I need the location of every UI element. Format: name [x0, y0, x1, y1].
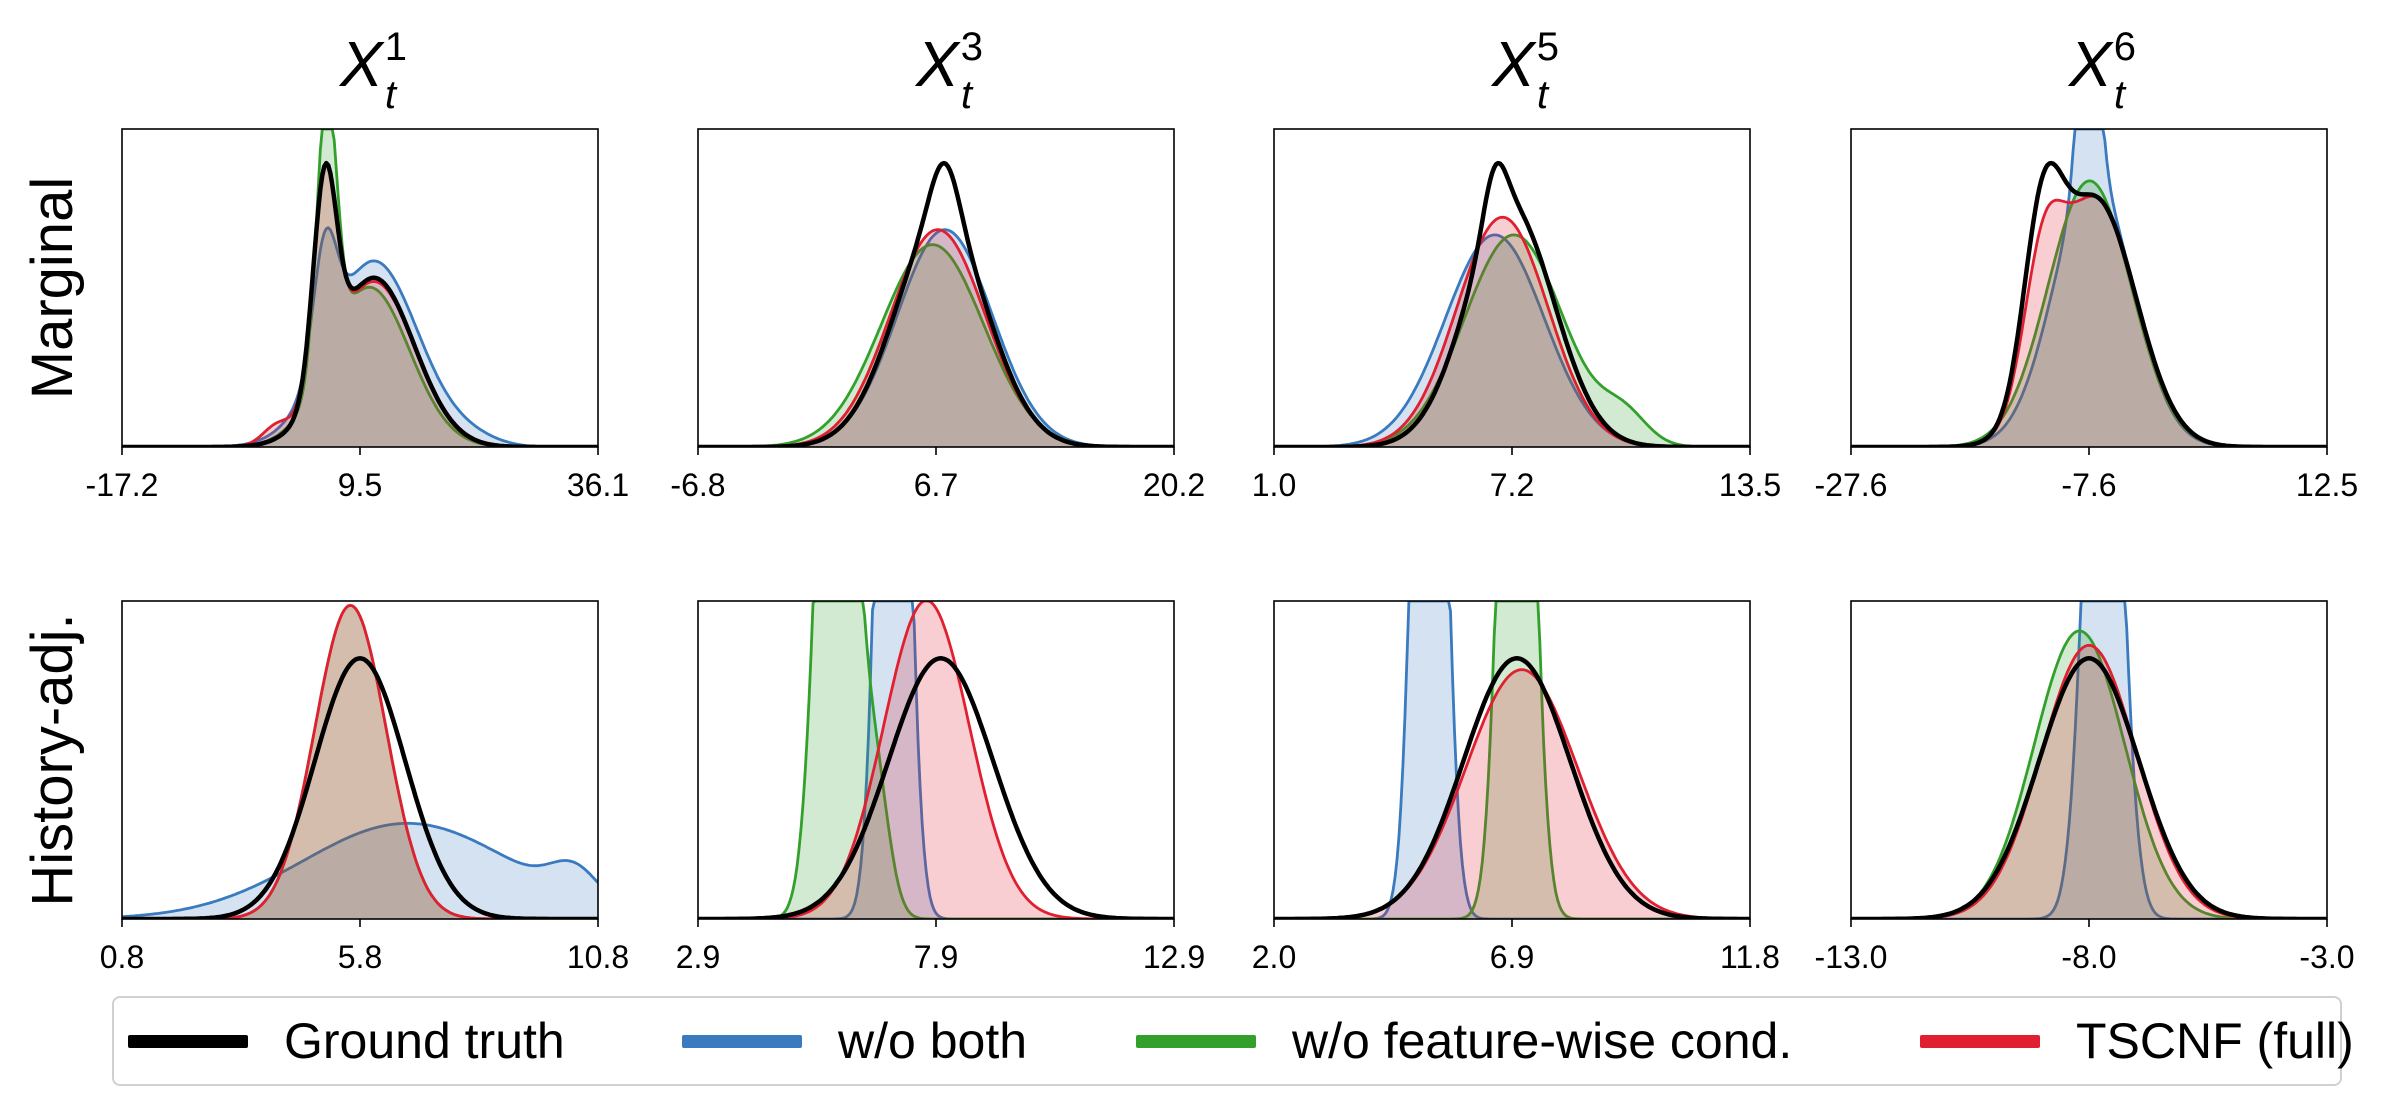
panel-2-fill-wob — [1274, 234, 1750, 447]
legend-item-ground-truth: Ground truth — [128, 998, 565, 1084]
panel-0-xtick-label-1: 9.5 — [338, 467, 382, 503]
panel-7-fill-full — [1851, 645, 2327, 919]
panel-1-fill-full — [698, 229, 1174, 447]
column-title-3: X6 t — [2067, 25, 2136, 117]
panel-1-xtick-label-0: -6.8 — [670, 467, 725, 503]
panel-7-fill-wof — [1851, 630, 2327, 919]
column-title-sup-0: 1 — [385, 25, 407, 69]
panel-5-fill-full — [698, 601, 1174, 919]
panel-7-fill-wob — [1851, 601, 2327, 919]
panel-4-fill-wob — [122, 823, 598, 919]
panel-2-fill-wof — [1274, 234, 1750, 447]
legend-item-wo-both: w/o both — [682, 998, 1027, 1084]
row-label-0: Marginal — [20, 177, 85, 399]
panel-1-xtick-label-1: 6.7 — [914, 467, 958, 503]
column-title-var-1: X — [914, 28, 961, 100]
panel-1-xtick-label-2: 20.2 — [1143, 467, 1205, 503]
column-title-sub-2: t — [1537, 73, 1550, 117]
panel-3-xtick-label-2: 12.5 — [2296, 467, 2358, 503]
panel-1-fill-wof — [698, 244, 1174, 447]
panel-0-fill-wob — [122, 227, 598, 447]
column-title-sub-3: t — [2114, 73, 2127, 117]
legend: Ground truth w/o both w/o feature-wise c… — [112, 996, 2354, 1086]
panel-1-plot-area — [698, 160, 1174, 447]
panel-5-xtick-label-2: 12.9 — [1143, 939, 1205, 975]
panel-6-xtick-label-1: 6.9 — [1490, 939, 1534, 975]
legend-label-wo-both: w/o both — [838, 1013, 1028, 1069]
panel-7-xtick-label-2: -3.0 — [2299, 939, 2354, 975]
panel-1-fill-wob — [698, 229, 1174, 447]
panel-4-plot-area — [122, 604, 598, 919]
panel-3-plot-area — [1851, 129, 2327, 447]
panel-5-line-wob — [698, 601, 1174, 919]
panel-6-xtick-label-0: 2.0 — [1252, 939, 1296, 975]
legend-swatch-ground-truth — [128, 1034, 248, 1048]
column-title-sub-1: t — [961, 73, 974, 117]
panel-6-line-gt — [1274, 656, 1750, 919]
panel-2-fill-full — [1274, 217, 1750, 447]
panel-4-fill-wof — [122, 605, 598, 919]
panel-5-plot-area — [698, 601, 1174, 919]
column-title-var-2: X — [1490, 28, 1537, 100]
panel-6-fill-wof — [1274, 601, 1750, 919]
panel-3-fill-wob — [1851, 129, 2327, 447]
legend-item-wo-feature: w/o feature-wise cond. — [1136, 998, 1792, 1084]
column-title-1: X3 t — [914, 25, 983, 117]
panel-5-xtick-label-0: 2.9 — [676, 939, 720, 975]
legend-swatch-wo-feature — [1136, 1034, 1256, 1048]
panel-2-xtick-label-0: 1.0 — [1252, 467, 1296, 503]
column-title-2: X5 t — [1490, 25, 1559, 117]
legend-label-ground-truth: Ground truth — [284, 1013, 565, 1069]
panel-2-xtick-label-1: 7.2 — [1490, 467, 1534, 503]
panel-6-fill-full — [1274, 669, 1750, 919]
panel-5-line-gt — [698, 656, 1174, 919]
panel-2-xtick-label-2: 13.5 — [1719, 467, 1781, 503]
legend-label-wo-feature: w/o feature-wise cond. — [1292, 1013, 1793, 1069]
panel-0-xtick-label-2: 36.1 — [567, 467, 629, 503]
panel-0-xtick-label-0: -17.2 — [86, 467, 159, 503]
panel-0-plot-area — [122, 129, 598, 447]
panel-0-fill-wof — [122, 129, 598, 447]
row-label-1: History-adj. — [20, 613, 85, 906]
legend-swatch-wo-both — [682, 1034, 802, 1048]
panel-4-xtick-label-2: 10.8 — [567, 939, 629, 975]
panel-5-xtick-label-1: 7.9 — [914, 939, 958, 975]
column-title-var-3: X — [2067, 28, 2114, 100]
panel-2-plot-area — [1274, 160, 1750, 447]
panel-4-xtick-label-1: 5.8 — [338, 939, 382, 975]
panel-6-xtick-label-2: 11.8 — [1720, 939, 1780, 975]
panel-3-fill-full — [1851, 196, 2327, 447]
panel-7-plot-area — [1851, 601, 2327, 919]
panel-4-line-wob — [122, 821, 598, 919]
panel-0-fill-full — [122, 162, 598, 447]
column-title-0: X1 t — [338, 25, 407, 117]
panel-4-xtick-label-0: 0.8 — [100, 939, 144, 975]
legend-label-tscnf-full: TSCNF (full) — [2076, 1013, 2354, 1069]
column-title-sup-3: 6 — [2114, 25, 2136, 69]
column-title-var-0: X — [338, 28, 385, 100]
panel-7-line-gt — [1851, 656, 2327, 919]
column-title-sup-1: 3 — [961, 25, 983, 69]
panel-5-fill-wof — [698, 601, 1174, 919]
legend-item-tscnf-full: TSCNF (full) — [1920, 998, 2354, 1084]
panel-7-xtick-label-0: -13.0 — [1815, 939, 1888, 975]
panel-3-xtick-label-0: -27.6 — [1815, 467, 1888, 503]
legend-swatch-tscnf-full — [1920, 1034, 2040, 1048]
panel-6-plot-area — [1274, 601, 1750, 919]
panel-3-xtick-label-1: -7.6 — [2061, 467, 2116, 503]
column-title-sub-0: t — [385, 73, 398, 117]
panel-7-xtick-label-1: -8.0 — [2061, 939, 2116, 975]
panel-3-fill-wof — [1851, 180, 2327, 447]
panel-4-fill-full — [122, 605, 598, 919]
column-title-sup-2: 5 — [1537, 25, 1559, 69]
